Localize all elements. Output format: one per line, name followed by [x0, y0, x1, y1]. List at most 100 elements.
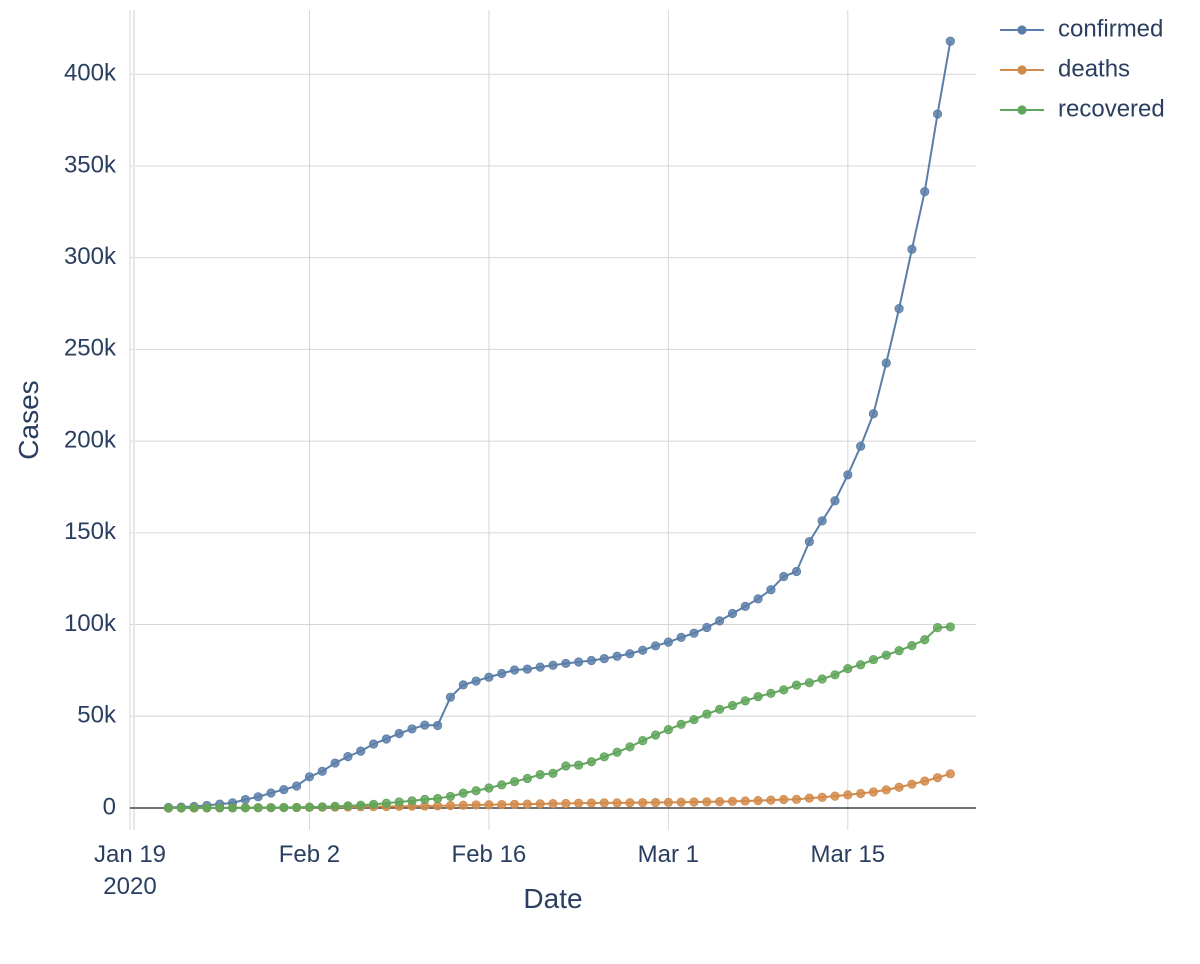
- series-marker-recovered: [869, 655, 877, 663]
- series-marker-recovered: [587, 758, 595, 766]
- series-marker-recovered: [421, 795, 429, 803]
- series-marker-recovered: [844, 664, 852, 672]
- series-marker-confirmed: [831, 497, 839, 505]
- series-marker-deaths: [690, 798, 698, 806]
- series-marker-deaths: [895, 783, 903, 791]
- series-marker-recovered: [267, 803, 275, 811]
- series-marker-confirmed: [382, 735, 390, 743]
- series-marker-confirmed: [613, 652, 621, 660]
- x-tick-label: Feb 2: [279, 841, 340, 868]
- series-marker-deaths: [485, 801, 493, 809]
- series-marker-recovered: [703, 710, 711, 718]
- legend-marker-deaths: [1018, 66, 1026, 74]
- series-marker-recovered: [818, 675, 826, 683]
- series-marker-recovered: [895, 646, 903, 654]
- series-marker-recovered: [946, 623, 954, 631]
- series-marker-deaths: [869, 788, 877, 796]
- series-marker-recovered: [228, 804, 236, 812]
- series-marker-recovered: [369, 800, 377, 808]
- series-marker-recovered: [831, 671, 839, 679]
- series-marker-recovered: [357, 801, 365, 809]
- series-marker-confirmed: [549, 661, 557, 669]
- series-marker-deaths: [715, 797, 723, 805]
- series-marker-deaths: [741, 797, 749, 805]
- series-marker-confirmed: [805, 537, 813, 545]
- series-marker-deaths: [728, 797, 736, 805]
- series-marker-confirmed: [254, 793, 262, 801]
- series-marker-confirmed: [703, 623, 711, 631]
- series-marker-recovered: [498, 781, 506, 789]
- series-marker-recovered: [562, 762, 570, 770]
- series-marker-deaths: [472, 801, 480, 809]
- y-tick-label: 150k: [64, 518, 117, 545]
- series-marker-recovered: [613, 748, 621, 756]
- series-marker-confirmed: [882, 359, 890, 367]
- series-marker-deaths: [651, 798, 659, 806]
- series-marker-deaths: [780, 795, 788, 803]
- series-marker-recovered: [446, 792, 454, 800]
- series-marker-recovered: [216, 804, 224, 812]
- series-marker-confirmed: [421, 721, 429, 729]
- series-marker-deaths: [536, 800, 544, 808]
- series-marker-confirmed: [715, 617, 723, 625]
- series-marker-recovered: [574, 761, 582, 769]
- series-marker-recovered: [292, 803, 300, 811]
- series-marker-deaths: [703, 798, 711, 806]
- y-tick-label: 250k: [64, 335, 117, 362]
- series-marker-recovered: [754, 692, 762, 700]
- series-marker-deaths: [933, 773, 941, 781]
- series-marker-confirmed: [562, 659, 570, 667]
- x-tick-label: Mar 1: [638, 841, 699, 868]
- series-marker-recovered: [626, 743, 634, 751]
- series-marker-deaths: [459, 801, 467, 809]
- series-marker-recovered: [177, 804, 185, 812]
- series-marker-deaths: [856, 789, 864, 797]
- series-marker-recovered: [536, 770, 544, 778]
- series-marker-confirmed: [408, 725, 416, 733]
- series-marker-confirmed: [600, 654, 608, 662]
- series-marker-recovered: [331, 802, 339, 810]
- series-marker-confirmed: [664, 638, 672, 646]
- y-tick-label: 350k: [64, 151, 117, 178]
- series-marker-confirmed: [574, 658, 582, 666]
- series-marker-confirmed: [690, 629, 698, 637]
- legend-label-recovered: recovered: [1058, 95, 1165, 122]
- series-marker-recovered: [549, 769, 557, 777]
- series-marker-confirmed: [433, 721, 441, 729]
- series-marker-confirmed: [895, 304, 903, 312]
- series-marker-recovered: [933, 623, 941, 631]
- series-marker-deaths: [587, 799, 595, 807]
- series-marker-confirmed: [921, 187, 929, 195]
- series-marker-recovered: [921, 636, 929, 644]
- series-marker-deaths: [844, 791, 852, 799]
- series-marker-confirmed: [280, 785, 288, 793]
- series-marker-confirmed: [472, 677, 480, 685]
- series-marker-confirmed: [241, 795, 249, 803]
- series-marker-recovered: [741, 697, 749, 705]
- series-marker-confirmed: [369, 740, 377, 748]
- series-marker-deaths: [908, 780, 916, 788]
- y-tick-label: 50k: [77, 702, 117, 729]
- series-marker-recovered: [715, 705, 723, 713]
- series-marker-confirmed: [523, 665, 531, 673]
- series-marker-confirmed: [459, 681, 467, 689]
- legend-marker-recovered: [1018, 106, 1026, 114]
- y-tick-label: 100k: [64, 610, 117, 637]
- legend-label-deaths: deaths: [1058, 55, 1130, 82]
- cases-line-chart: 050k100k150k200k250k300k350k400kJan 19Fe…: [0, 0, 1200, 964]
- series-marker-confirmed: [780, 572, 788, 580]
- series-marker-confirmed: [305, 773, 313, 781]
- series-marker-confirmed: [267, 789, 275, 797]
- series-marker-deaths: [639, 798, 647, 806]
- series-marker-confirmed: [818, 517, 826, 525]
- series-marker-deaths: [523, 800, 531, 808]
- series-marker-confirmed: [677, 633, 685, 641]
- series-marker-recovered: [382, 799, 390, 807]
- series-marker-confirmed: [639, 646, 647, 654]
- series-marker-recovered: [677, 720, 685, 728]
- series-marker-recovered: [882, 651, 890, 659]
- series-marker-confirmed: [844, 471, 852, 479]
- legend-marker-confirmed: [1018, 26, 1026, 34]
- series-marker-confirmed: [869, 410, 877, 418]
- series-marker-deaths: [510, 800, 518, 808]
